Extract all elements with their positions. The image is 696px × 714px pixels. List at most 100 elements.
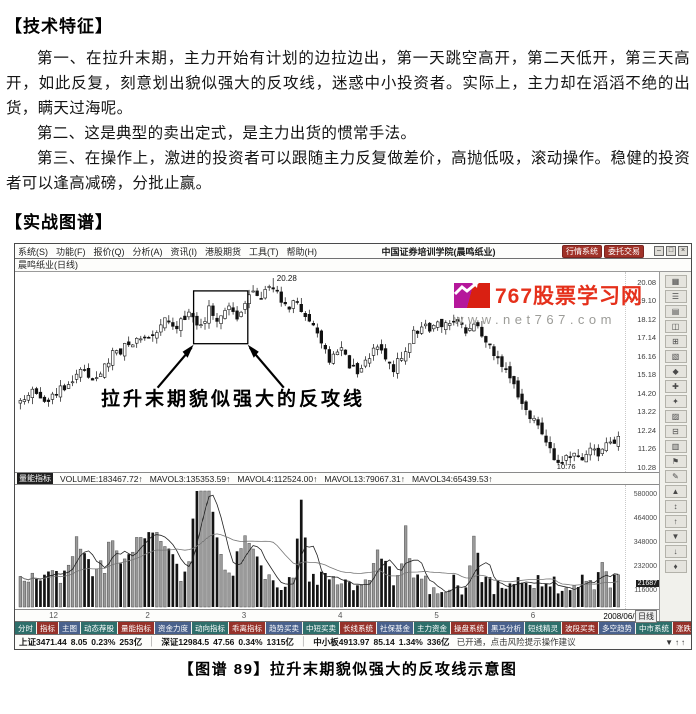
index-amount: 336亿	[426, 637, 450, 647]
menu-item[interactable]: 系统(S)	[18, 246, 48, 257]
date-axis: 12 2 3 4 5 6 2008/06/11/三 日线	[15, 609, 660, 623]
bottom-tab[interactable]: 黑马分析	[488, 622, 525, 634]
index-percent: 0.23%	[91, 637, 116, 647]
paragraph-1: 第一、在拉升末期，主力开始有计划的边拉边出，第一天跳空高开，第二天低开，第三天高…	[6, 50, 690, 117]
bottom-tab[interactable]: 趋势买卖	[266, 622, 303, 634]
bottom-function-tabs: 分时 指标 主图 动态荐股 量能指标 资金力度 动向指标 乖离指标 趋势买卖 中短买卖 长线系统 社保…	[15, 621, 691, 635]
index-name: 上证3471.44	[19, 637, 67, 647]
bottom-tab[interactable]: 多空趋势	[599, 622, 636, 634]
index-change: 47.56	[213, 637, 235, 647]
bottom-tab[interactable]: 操盘系统	[451, 622, 488, 634]
left-arrow	[182, 344, 194, 358]
diamond-small-icon[interactable]: ♦	[664, 560, 687, 573]
header-button[interactable]: 行情系统	[562, 244, 602, 258]
candlestick-pane: 20.28 10.76 767股票学习网 www.net767.com 拉升末期貌…	[15, 272, 660, 472]
bottom-tab[interactable]: 动向指标	[192, 622, 229, 634]
paragraph-2: 第二、这是典型的卖出定式，是主力出货的惯常手法。	[37, 125, 417, 142]
bottom-tab[interactable]: 短线精灵	[525, 622, 562, 634]
price-axis-label: 13.22	[637, 407, 657, 417]
arrow-up-icon[interactable]: ↑	[675, 637, 681, 647]
date-tick-label: 2	[145, 611, 150, 620]
volume-pane: 580000 464000 348000 232000 116000 21687	[15, 485, 660, 609]
hatch-icon[interactable]: ▧	[664, 350, 687, 363]
rows-icon[interactable]: ▤	[664, 305, 687, 318]
volume-axis-label: 464000	[633, 515, 658, 522]
period-selector[interactable]: 日线	[635, 610, 658, 623]
indicator-value: MAVOL3:135353.59↑	[149, 473, 231, 484]
date-tick-label: 5	[434, 611, 439, 620]
arrows-vert-icon[interactable]: ↕	[664, 500, 687, 513]
indicator-name[interactable]: 量能指标	[17, 473, 53, 484]
bottom-tab[interactable]: 指标	[37, 622, 59, 634]
menu-item[interactable]: 帮助(H)	[286, 246, 318, 257]
price-axis-label: 16.16	[637, 351, 657, 361]
right-arrow	[247, 344, 259, 358]
bottom-tab[interactable]: 分时	[15, 622, 37, 634]
bottom-tab[interactable]: 长线系统	[340, 622, 377, 634]
indicator-value: MAVOL34:65439.53↑	[412, 473, 493, 484]
bottom-tab[interactable]: 量能指标	[118, 622, 155, 634]
bottom-tab[interactable]: 动态荐股	[81, 622, 118, 634]
bars-icon[interactable]: ▥	[664, 440, 687, 453]
bottom-tab[interactable]: 主图	[59, 622, 81, 634]
menu-item[interactable]: 港股期货	[205, 246, 242, 257]
price-axis-label: 20.08	[637, 277, 657, 287]
plus-grid-icon[interactable]: ⊞	[664, 335, 687, 348]
peak-price-label: 20.28	[277, 274, 298, 283]
triangle-up-icon[interactable]: ▲	[664, 485, 687, 498]
bottom-tab[interactable]: 中短买卖	[303, 622, 340, 634]
window-controls: – □ ×	[652, 246, 688, 256]
watermark-url: www.net767.com	[454, 312, 616, 327]
header-button[interactable]: 委托交易	[604, 244, 644, 258]
date-tick-label: 3	[241, 611, 247, 620]
menu-item[interactable]: 分析(A)	[132, 246, 163, 257]
flag-icon[interactable]: ⚑	[664, 455, 687, 468]
price-axis-label: 18.12	[637, 314, 657, 324]
section-title-chart-example: 【实战图谱】	[5, 213, 113, 232]
arrow-down-icon[interactable]: ▼	[665, 637, 675, 647]
arrow-up-icon[interactable]: ↑	[664, 515, 687, 528]
watermark-brand: 767股票学习网	[495, 285, 644, 308]
arrow-down-icon[interactable]: ↓	[664, 545, 687, 558]
bottom-tab[interactable]: 波段买卖	[562, 622, 599, 634]
bottom-tab[interactable]: 中市系统	[636, 622, 673, 634]
index-change: 8.05	[70, 637, 88, 647]
close-icon[interactable]: ×	[678, 246, 688, 256]
volume-axis-label: 232000	[633, 563, 658, 570]
arrow-up-icon[interactable]: ↑	[681, 637, 687, 647]
stock-tab[interactable]: 晨鸣纸业(日线)	[15, 259, 691, 272]
list-icon[interactable]: ☰	[664, 290, 687, 303]
menu-item[interactable]: 工具(T)	[249, 246, 279, 257]
diamond-icon[interactable]: ◆	[664, 365, 687, 378]
header-buttons: 行情系统 委托交易	[560, 244, 644, 258]
price-axis: 20.08 19.10 18.12 17.14 16.16 15.18 14.20 13.22…	[625, 272, 659, 472]
grid-icon[interactable]: ▦	[664, 275, 687, 288]
bottom-tab[interactable]: 涨跌速度	[673, 622, 691, 634]
menu-item[interactable]: 资讯(I)	[170, 246, 198, 257]
maximize-icon[interactable]: □	[666, 246, 676, 256]
menu-item[interactable]: 功能(F)	[56, 246, 86, 257]
window-icon[interactable]: ◫	[664, 320, 687, 333]
chart-annotation-text: 拉升末期貌似强大的反攻线	[101, 389, 366, 410]
volume-axis: 580000 464000 348000 232000 116000	[625, 485, 659, 609]
bottom-tab[interactable]: 主力资金	[414, 622, 451, 634]
bottom-tab[interactable]: 资金力度	[155, 622, 192, 634]
separator: │	[149, 636, 155, 646]
chart-main-area: 20.28 10.76 767股票学习网 www.net767.com 拉升末期貌…	[15, 272, 691, 623]
indicator-row: 量能指标 VOLUME:183467.72↑ MAVOL3:135353.59↑ M…	[15, 472, 660, 485]
star-icon[interactable]: ✦	[664, 395, 687, 408]
price-axis-label: 10.28	[637, 462, 657, 472]
shade-icon[interactable]: ▨	[664, 410, 687, 423]
bottom-tab[interactable]: 乖离指标	[229, 622, 266, 634]
cross-icon[interactable]: ✚	[664, 380, 687, 393]
index-percent: 1.34%	[398, 637, 423, 647]
marquee-text: 已开通，点击风险提示操作建议	[456, 637, 576, 647]
pen-icon[interactable]: ✎	[664, 470, 687, 483]
menu-item[interactable]: 报价(Q)	[93, 246, 125, 257]
bottom-tab[interactable]: 社保基金	[377, 622, 414, 634]
triangle-down-icon[interactable]: ▼	[664, 530, 687, 543]
minus-grid-icon[interactable]: ⊟	[664, 425, 687, 438]
minimize-icon[interactable]: –	[654, 246, 664, 256]
current-date-label: 2008/06/11/三	[603, 612, 654, 621]
